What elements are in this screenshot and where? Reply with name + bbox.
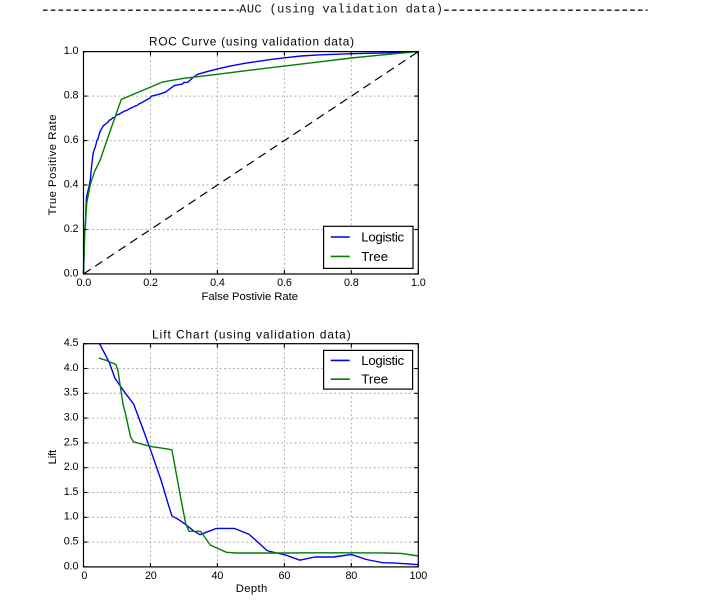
svg-text:1.0: 1.0 [411,277,426,289]
svg-text:2.0: 2.0 [64,461,79,473]
svg-text:1.0: 1.0 [64,45,79,57]
svg-text:1.0: 1.0 [64,511,79,523]
svg-text:40: 40 [212,570,224,582]
svg-text:0.2: 0.2 [143,277,158,289]
svg-text:ROC Curve (using validation da: ROC Curve (using validation data) [149,34,354,48]
svg-text:0: 0 [81,570,87,582]
svg-text:0.0: 0.0 [77,277,92,289]
svg-text:80: 80 [345,570,357,582]
svg-text:Lift Chart (using validation d: Lift Chart (using validation data) [152,327,351,341]
svg-text:3.0: 3.0 [64,412,79,424]
svg-text:True Positive Rate: True Positive Rate [47,114,59,215]
svg-text:4.5: 4.5 [64,337,79,349]
svg-text:AUC (using validation data): AUC (using validation data) [239,2,443,16]
svg-text:0.5: 0.5 [64,536,79,548]
svg-text:0.4: 0.4 [210,277,225,289]
svg-text:0.4: 0.4 [64,178,79,190]
svg-text:False Postivie Rate: False Postivie Rate [202,291,298,303]
svg-text:1.5: 1.5 [64,486,79,498]
svg-text:0.6: 0.6 [64,134,79,146]
svg-text:0.6: 0.6 [277,277,292,289]
svg-text:Tree: Tree [361,249,388,264]
svg-text:3.5: 3.5 [64,387,79,399]
svg-text:20: 20 [145,570,157,582]
svg-text:0.8: 0.8 [344,277,359,289]
svg-text:0.2: 0.2 [64,223,79,235]
svg-text:Lift: Lift [47,449,59,464]
svg-text:Logistic: Logistic [361,353,404,368]
svg-text:Depth: Depth [236,583,268,595]
svg-text:4.0: 4.0 [64,362,79,374]
svg-text:0.0: 0.0 [64,560,79,572]
svg-text:2.5: 2.5 [64,436,79,448]
svg-text:0.0: 0.0 [64,267,79,279]
svg-text:0.8: 0.8 [64,90,79,102]
svg-text:Tree: Tree [361,372,388,387]
svg-text:Logistic: Logistic [361,230,404,245]
svg-text:60: 60 [279,570,291,582]
svg-text:100: 100 [410,570,428,582]
